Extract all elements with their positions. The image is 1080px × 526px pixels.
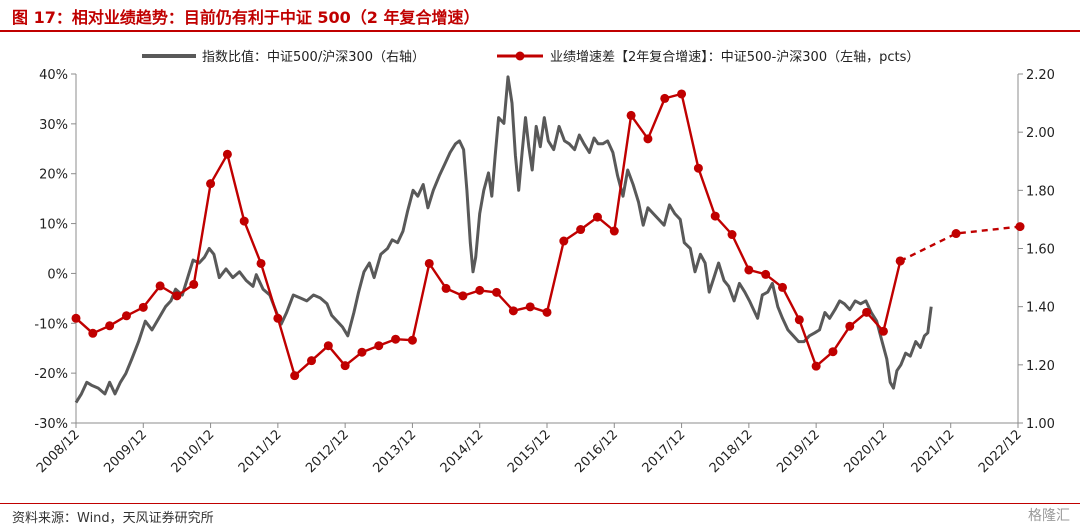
data-point: [239, 216, 249, 226]
data-point: [660, 93, 670, 103]
y-right-tick-label: 2.20: [1026, 68, 1055, 83]
data-point: [845, 321, 855, 331]
data-point: [710, 211, 720, 221]
data-point: [862, 307, 872, 317]
x-tick-label: 2018/12: [707, 427, 756, 476]
x-tick-label: 2011/12: [236, 427, 285, 476]
y-right-tick-label: 1.60: [1026, 243, 1055, 258]
data-point: [609, 226, 619, 236]
figure-title: 图 17：相对业绩趋势：目前仍有利于中证 500（2 年复合增速）: [12, 8, 480, 27]
data-point: [88, 328, 98, 338]
y-left-tick-label: -20%: [34, 367, 68, 382]
source-note: 资料来源：Wind，天风证券研究所: [12, 511, 214, 526]
y-left-tick-label: 10%: [39, 218, 68, 233]
data-point: [475, 285, 485, 295]
series-line-growth-diff: [75, 92, 902, 377]
data-point: [105, 321, 115, 331]
data-point: [424, 258, 434, 268]
data-point: [778, 282, 787, 292]
y-right-tick-label: 1.20: [1026, 359, 1055, 374]
forecast-point: [951, 229, 961, 239]
data-point: [441, 283, 451, 293]
data-point: [761, 269, 771, 279]
data-point: [290, 371, 300, 381]
data-point: [626, 110, 636, 120]
forecast-point: [895, 256, 905, 266]
chart-area: 指数比值：中证500/沪深300（右轴） 业绩增速差【2年复合增速】：中证500…: [34, 49, 1055, 476]
data-point: [407, 335, 417, 345]
data-point: [222, 149, 232, 159]
data-point: [155, 281, 165, 291]
data-point: [828, 347, 838, 357]
data-point: [744, 265, 754, 275]
data-point: [458, 291, 468, 301]
data-point: [391, 334, 401, 344]
data-point: [273, 313, 283, 323]
data-point: [256, 258, 266, 268]
data-point: [357, 347, 367, 357]
x-tick-label: 2008/12: [34, 427, 83, 476]
data-point: [323, 341, 333, 351]
y-left-tick-label: -10%: [34, 317, 68, 332]
data-point: [71, 313, 81, 323]
data-point: [794, 315, 804, 325]
data-point: [643, 134, 653, 144]
data-point: [206, 179, 216, 189]
data-point: [340, 361, 350, 371]
data-point: [121, 311, 131, 321]
data-point: [138, 302, 148, 312]
legend-marker-growth-diff: [515, 51, 525, 61]
y-left-tick-label: 30%: [39, 118, 68, 133]
data-point: [559, 236, 569, 246]
footer-rule: [0, 503, 1080, 504]
y-left-tick-label: -30%: [34, 417, 68, 432]
data-point: [693, 163, 703, 173]
legend-label-index-ratio: 指数比值：中证500/沪深300（右轴）: [202, 49, 425, 65]
x-tick-label: 2017/12: [640, 427, 689, 476]
x-tick-label: 2009/12: [101, 427, 150, 476]
x-tick-label: 2021/12: [909, 427, 958, 476]
y-right-tick-label: 1.00: [1026, 417, 1055, 432]
y-right-tick-label: 1.40: [1026, 301, 1055, 316]
figure-header: 图 17：相对业绩趋势：目前仍有利于中证 500（2 年复合增速）: [0, 0, 1080, 32]
x-tick-label: 2022/12: [976, 427, 1025, 476]
title-rule: [0, 30, 1080, 32]
data-point: [492, 287, 502, 297]
data-point: [189, 279, 199, 289]
data-point: [811, 361, 821, 371]
data-point: [542, 307, 552, 317]
legend-label-growth-diff: 业绩增速差【2年复合增速】：中证500-沪深300（左轴，pcts）: [550, 49, 919, 65]
x-tick-label: 2014/12: [438, 427, 487, 476]
watermark-logo: 格隆汇: [1028, 508, 1070, 524]
axes: 40% 30% 20% 10% 0% -10% -20% -30% 2.20 2.00 1.80 1.…: [34, 68, 1055, 476]
legend: 指数比值：中证500/沪深300（右轴） 业绩增速差【2年复合增速】：中证500…: [142, 49, 919, 65]
data-point: [592, 212, 602, 222]
plot-series: [71, 75, 1025, 404]
x-tick-label: 2010/12: [169, 427, 218, 476]
data-point: [508, 306, 518, 316]
x-tick-label: 2013/12: [370, 427, 419, 476]
y-left-tick-label: 20%: [39, 168, 68, 183]
x-tick-label: 2016/12: [572, 427, 621, 476]
data-point: [878, 326, 888, 336]
x-tick-label: 2012/12: [303, 427, 352, 476]
x-tick-label: 2020/12: [841, 427, 890, 476]
data-point: [307, 356, 316, 366]
data-point: [172, 291, 182, 301]
y-right-tick-label: 2.00: [1026, 126, 1055, 141]
data-point: [677, 89, 687, 99]
series-line-index-ratio: [74, 75, 933, 404]
data-point: [525, 302, 535, 312]
data-point: [374, 341, 384, 351]
y-right-tick-label: 1.80: [1026, 184, 1055, 199]
y-left-tick-label: 40%: [39, 68, 68, 83]
x-tick-label: 2019/12: [774, 427, 823, 476]
x-tick-label: 2015/12: [505, 427, 554, 476]
forecast-point: [1015, 222, 1025, 232]
data-point: [727, 230, 737, 240]
y-left-tick-label: 0%: [47, 267, 68, 282]
data-point: [576, 225, 586, 235]
